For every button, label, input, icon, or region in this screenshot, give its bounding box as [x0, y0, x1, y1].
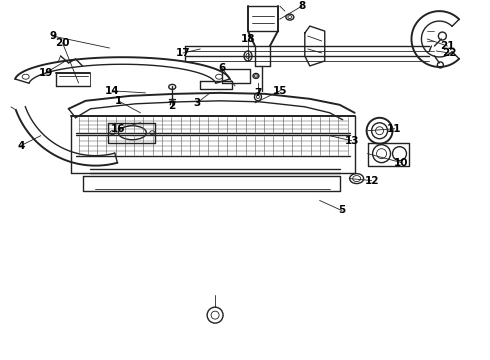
Text: 2: 2: [169, 101, 176, 111]
Text: 11: 11: [387, 124, 402, 134]
Text: 20: 20: [55, 38, 70, 48]
Text: 9: 9: [49, 31, 56, 41]
Text: 6: 6: [219, 63, 226, 73]
Text: 12: 12: [365, 176, 379, 185]
Text: 10: 10: [394, 158, 409, 168]
Text: 19: 19: [38, 68, 53, 78]
Text: 5: 5: [338, 206, 345, 216]
Text: 22: 22: [442, 48, 457, 58]
Text: 8: 8: [298, 1, 305, 11]
Text: 3: 3: [194, 98, 201, 108]
Text: 18: 18: [241, 34, 255, 44]
Text: 13: 13: [344, 136, 359, 146]
Text: 4: 4: [17, 141, 24, 151]
Text: 1: 1: [115, 96, 122, 106]
Text: 7: 7: [254, 88, 262, 98]
Text: 14: 14: [105, 86, 120, 96]
Text: 21: 21: [440, 41, 455, 51]
Text: 16: 16: [111, 124, 125, 134]
Text: 17: 17: [176, 48, 191, 58]
Text: 15: 15: [272, 86, 287, 96]
